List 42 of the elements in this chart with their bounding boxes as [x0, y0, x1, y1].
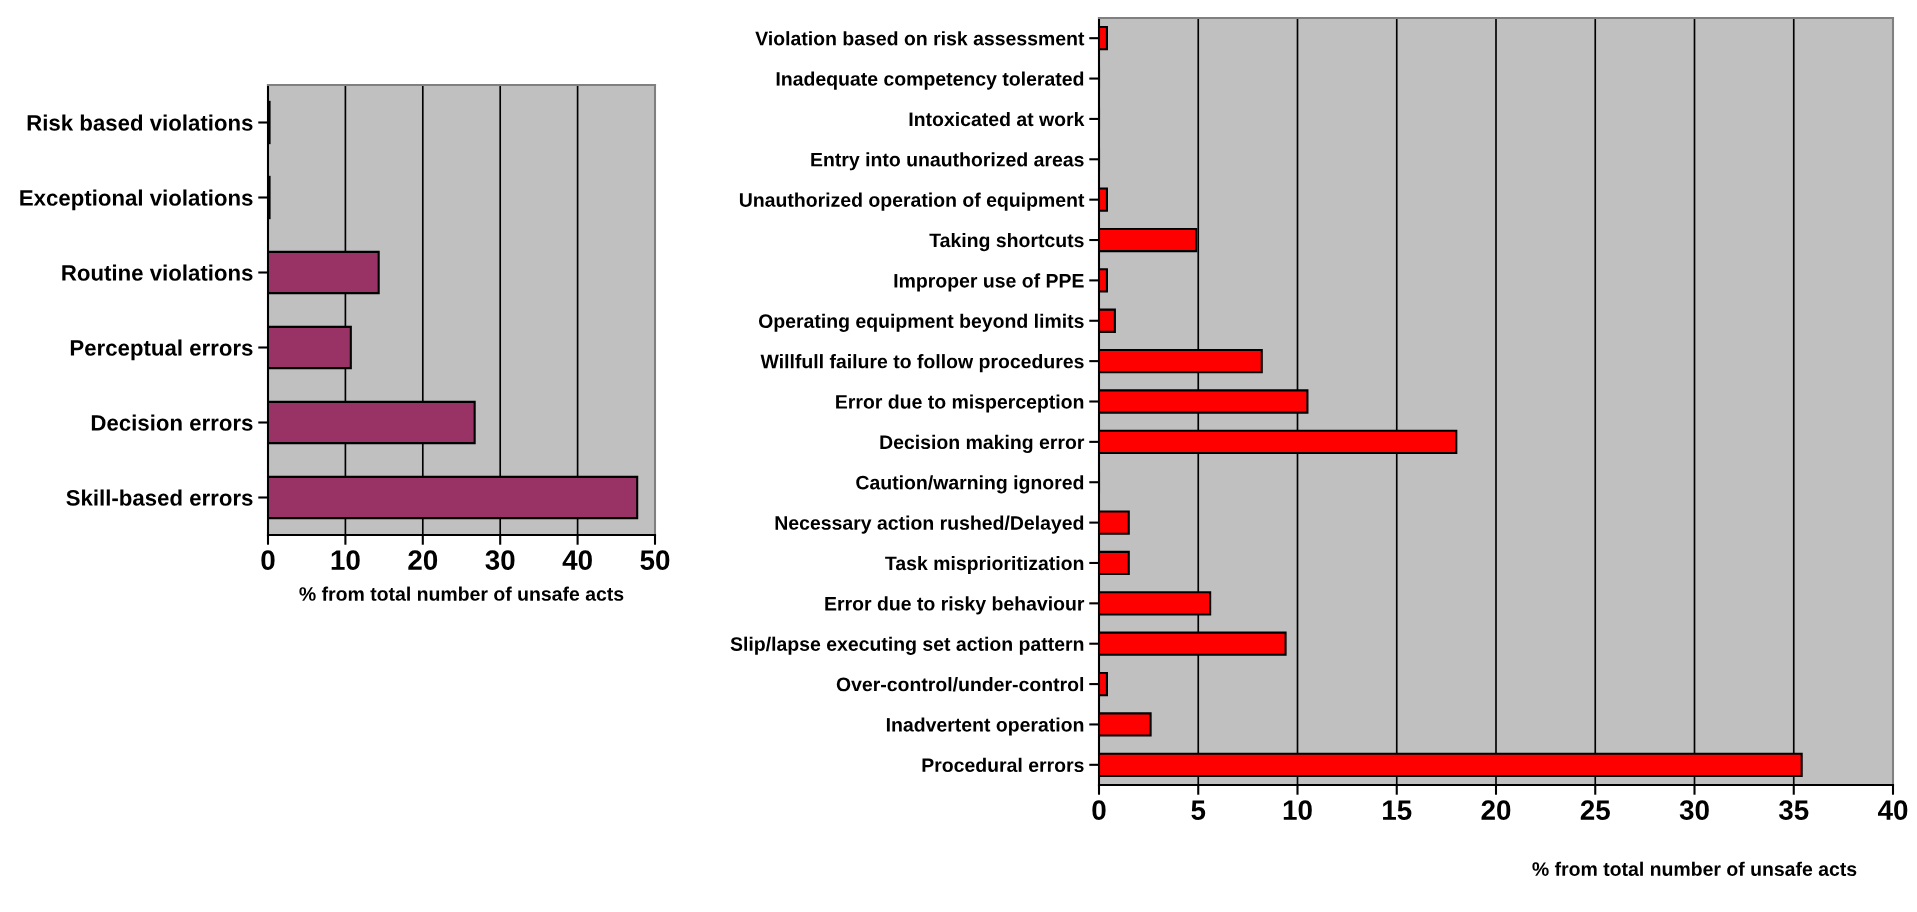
- y-tick-label: Unauthorized operation of equipment: [739, 192, 1085, 211]
- y-tick-label: Perceptual errors: [70, 339, 253, 361]
- y-tick-label: Error due to misperception: [836, 394, 1084, 413]
- x-tick-label: 35: [1778, 800, 1809, 821]
- y-tick-label: Decision making error: [880, 434, 1085, 454]
- y-tick-label: Necessary action rushed/Delayed: [775, 515, 1084, 534]
- y-tick-label: Procedural errors: [922, 757, 1084, 773]
- x-tick-label: 30: [485, 550, 515, 571]
- x-axis-title: % from total number of unsafe acts: [1532, 861, 1857, 876]
- y-tick-label: Risk based violations: [27, 114, 253, 131]
- y-tick-label: Skill-based errors: [66, 489, 253, 506]
- y-tick-label: Decision errors: [91, 414, 253, 431]
- y-tick-label: Exceptional violations: [20, 189, 253, 211]
- x-tick-label: 50: [640, 550, 670, 570]
- y-tick-label: Improper use of PPE: [894, 273, 1084, 292]
- y-tick-label: Over-control/under-control: [836, 677, 1084, 692]
- x-tick-label: 15: [1383, 800, 1412, 820]
- x-tick-label: 30: [1679, 800, 1709, 821]
- y-tick-label: Willfull failure to follow procedures: [760, 354, 1084, 373]
- x-tick-label: 20: [1481, 800, 1511, 820]
- x-tick-label: 0: [261, 550, 275, 570]
- x-axis-title: % from total number of unsafe acts: [299, 586, 624, 601]
- y-tick-label: Task misprioritization: [885, 555, 1084, 575]
- y-tick-label: Inadequate competency tolerated: [776, 71, 1084, 90]
- y-tick-label: Caution/warning ignored: [856, 475, 1084, 494]
- x-tick-label: 20: [408, 550, 438, 570]
- y-tick-label: Intoxicated at work: [909, 111, 1085, 127]
- y-tick-label: Routine violations: [62, 264, 253, 281]
- y-tick-label: Inadvertent operation: [886, 717, 1084, 736]
- x-tick-label: 5: [1191, 800, 1206, 820]
- x-tick-label: 25: [1580, 800, 1610, 820]
- y-tick-label: Error due to risky behaviour: [825, 596, 1085, 615]
- x-tick-label: 0: [1092, 800, 1106, 820]
- x-tick-label: 40: [562, 550, 592, 570]
- x-tick-label: 10: [1283, 800, 1312, 820]
- y-tick-label: Operating equipment beyond limits: [758, 313, 1084, 332]
- y-tick-label: Entry into unauthorized areas: [811, 152, 1084, 171]
- y-tick-label: Violation based on risk assessment: [755, 31, 1085, 46]
- y-tick-label: Slip/lapse executing set action pattern: [730, 636, 1084, 655]
- y-tick-label: Taking shortcuts: [929, 232, 1084, 252]
- x-tick-label: 40: [1877, 800, 1908, 820]
- x-tick-label: 10: [331, 550, 360, 570]
